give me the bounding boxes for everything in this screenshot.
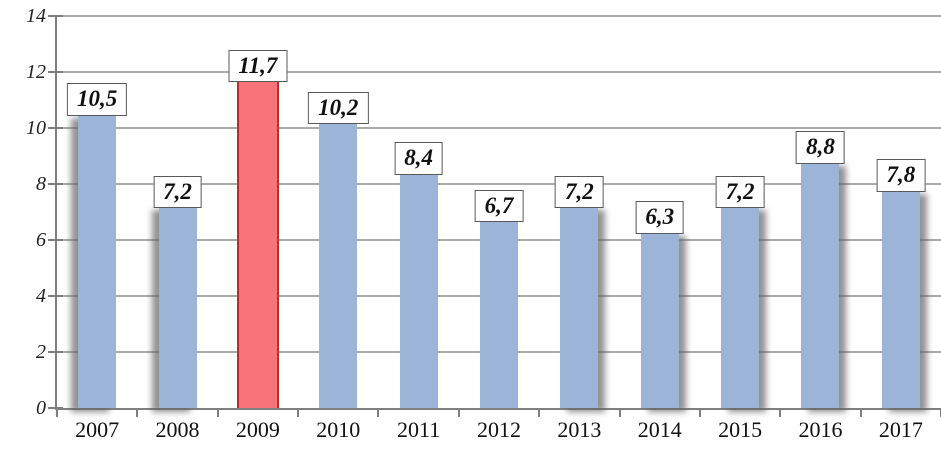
y-axis-tick-label: 2 — [36, 341, 46, 363]
x-axis-tick — [698, 410, 701, 417]
x-axis-labels: 2007 2008 2009 2010 2011 2012 2013 2014 2015 2016… — [57, 417, 941, 447]
x-axis-tick — [216, 410, 219, 417]
gridline — [57, 127, 941, 129]
value-label-2007: 10,5 — [67, 83, 128, 116]
bar-2016 — [801, 161, 840, 408]
x-axis-tick — [377, 410, 380, 417]
gridline — [57, 71, 941, 73]
plot-area: 10,5 7,2 11,7 10,2 8,4 6,7 7,2 6,3 7,2 8,8 7,8 — [48, 15, 941, 417]
gridline — [57, 183, 941, 185]
x-axis-label-2009: 2009 — [235, 417, 280, 442]
y-axis-labels: 0 2 4 6 8 10 12 14 — [0, 6, 46, 418]
x-axis-tick — [618, 410, 621, 417]
y-axis-tick-label: 8 — [36, 173, 46, 195]
y-axis-tick-label: 12 — [26, 61, 46, 83]
y-axis-tick-label: 4 — [36, 285, 46, 307]
x-axis-tick — [297, 410, 300, 417]
value-label-2012: 6,7 — [474, 189, 524, 223]
x-axis-label-2015: 2015 — [718, 417, 763, 442]
value-label-2013: 7,2 — [554, 175, 604, 209]
x-axis-label-2010: 2010 — [316, 417, 361, 442]
bar-2012 — [480, 220, 518, 408]
y-axis-tick — [48, 15, 63, 17]
value-label-2014: 6,3 — [635, 201, 685, 234]
x-axis-label-2011: 2011 — [397, 417, 441, 442]
y-axis-tick-label: 0 — [36, 397, 46, 419]
bar-2014 — [640, 231, 679, 408]
bar-2017 — [881, 189, 920, 408]
x-axis-tick — [538, 410, 541, 417]
y-axis-tick-label: 6 — [36, 229, 46, 251]
x-axis-label-2017: 2017 — [878, 417, 923, 442]
bar-2009 — [236, 78, 279, 408]
y-axis-tick-label: 14 — [26, 5, 46, 27]
value-label-2015: 7,2 — [715, 175, 765, 209]
bar-2010 — [319, 122, 358, 408]
value-label-2008: 7,2 — [153, 175, 202, 209]
y-axis-tick — [48, 239, 63, 241]
y-axis-tick — [48, 71, 63, 73]
bar-2013 — [560, 206, 599, 408]
y-axis-tick — [48, 351, 63, 353]
bar-2007 — [78, 114, 117, 408]
bar-2011 — [399, 172, 438, 408]
bar-2015 — [721, 206, 760, 408]
y-axis-tick — [48, 183, 63, 185]
x-axis-tick — [859, 410, 862, 417]
gridline — [57, 15, 941, 17]
value-label-2011: 8,4 — [394, 142, 443, 175]
y-axis-line — [55, 16, 57, 408]
y-axis-tick — [48, 295, 63, 297]
value-label-2017: 7,8 — [876, 159, 926, 192]
value-label-2016: 8,8 — [796, 131, 845, 164]
x-axis-line — [55, 408, 941, 410]
x-axis-tick — [56, 410, 58, 417]
x-axis-label-2012: 2012 — [477, 417, 521, 442]
y-axis-tick-label: 10 — [26, 117, 46, 139]
x-axis-tick — [457, 410, 460, 417]
y-axis-tick — [48, 407, 63, 409]
x-axis-tick — [779, 410, 782, 417]
x-axis-tick — [136, 410, 139, 417]
x-axis-label-2008: 2008 — [155, 417, 200, 442]
y-axis-tick — [48, 127, 63, 129]
x-axis-label-2013: 2013 — [557, 417, 602, 442]
bar-2008 — [158, 206, 197, 408]
x-axis-label-2016: 2016 — [798, 417, 843, 442]
value-label-2010: 10,2 — [308, 91, 369, 125]
x-axis-label-2007: 2007 — [75, 417, 120, 442]
value-label-2009: 11,7 — [228, 49, 288, 83]
x-axis-label-2014: 2014 — [637, 417, 682, 442]
